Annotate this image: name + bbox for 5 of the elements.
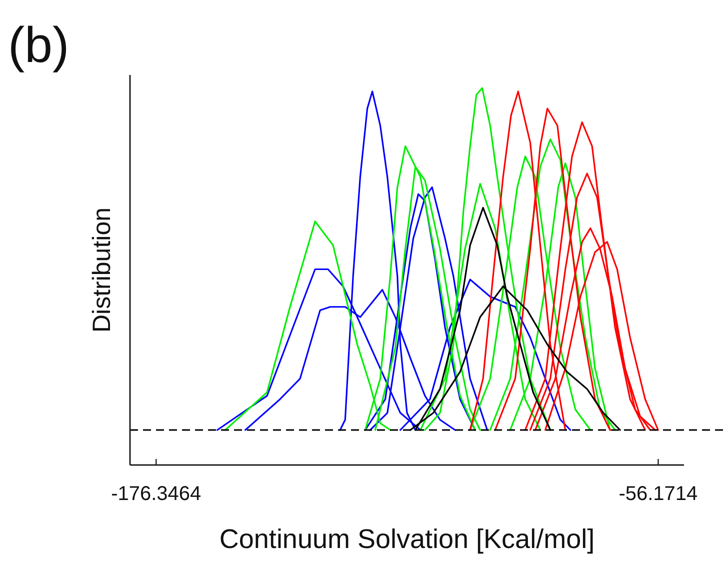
chart-title: (b): [8, 17, 70, 73]
x-axis-title: Continuum Solvation [Kcal/mol]: [219, 524, 595, 554]
x-tick-label: -56.1714: [618, 483, 698, 505]
y-axis-title: Distribution: [88, 207, 116, 333]
x-tick-label: -176.3464: [111, 483, 202, 505]
